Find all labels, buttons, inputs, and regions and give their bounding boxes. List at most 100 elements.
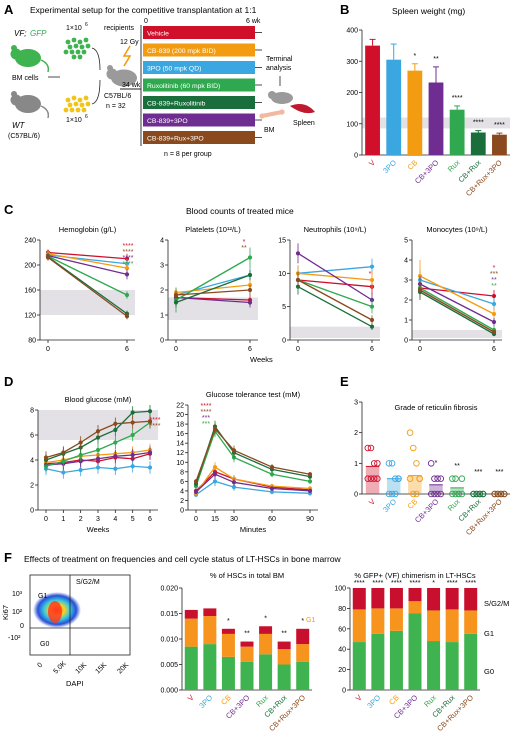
treatment-label-vehicle: Vehicle	[147, 31, 169, 38]
chimerism-sig-cb-rux-3po: ****	[465, 580, 476, 587]
treatment-label-cb-839-ruxolitinib: CB-839+Ruxolitinib	[147, 101, 206, 108]
recipients-label: recipients	[104, 25, 134, 32]
blood-x-tick-label: 3	[96, 516, 100, 523]
monocytes-title: Monocytes (10⁹/L)	[426, 225, 488, 234]
hsc-segment-g0-cb-rux-3po	[296, 661, 310, 690]
chimerism-segment-g1-cb-rux-3po	[464, 610, 478, 634]
hsc-segment-g0-3po	[203, 644, 217, 690]
monocytes-series-3po	[419, 279, 495, 305]
neutrophils-series-cb-rux-3po	[297, 279, 373, 321]
fibrosis-xlabel-v: V	[367, 497, 377, 507]
hsc-segment-g1-cb-rux	[277, 649, 291, 665]
monocytes-series-cb-rux-3po	[419, 289, 495, 333]
fibrosis-point-cb-rux	[470, 490, 477, 498]
hsc-xlabel-3po: 3PO	[197, 693, 214, 710]
monocytes-series-rux	[419, 287, 495, 331]
flow-ylabel: Ki67	[1, 605, 10, 620]
hsc-segment-s-g2-m-rux	[259, 626, 273, 634]
platelets-normal-range	[168, 297, 258, 320]
chimerism-sig-cb-3po: ****	[410, 580, 421, 587]
hemoglobin-series-cb-3po	[47, 254, 128, 276]
dose-top: 1×10	[66, 25, 82, 32]
chimerism-y-tick-label: 20	[338, 667, 346, 674]
glucose-point-rux	[269, 472, 275, 477]
fibrosis-title: Grade of reticulin fibrosis	[395, 403, 478, 412]
dose-bottom-exp: 6	[85, 114, 88, 120]
fibrosis-point-v	[367, 475, 375, 482]
neutrophils-y-tick-label: 0	[282, 338, 286, 345]
neutrophils-x-tick-label: 6	[370, 346, 374, 353]
chimerism-sig-rux: *	[432, 580, 435, 587]
fibrosis-point-3po	[392, 490, 399, 498]
flow-ytick-1: 10³	[12, 591, 23, 598]
fibrosis-xlabel-3po: 3PO	[381, 497, 398, 514]
hsc-segment-s-g2-m-v	[184, 609, 198, 619]
monocytes-series-cb	[419, 275, 495, 315]
hemoglobin-y-tick-label: 240	[24, 238, 36, 245]
hemoglobin-point-rux	[124, 292, 130, 298]
blood-y-tick-label: 0	[30, 508, 34, 515]
fibrosis-mean-bar-v	[365, 466, 380, 494]
glucose-y-tick-label: 2	[180, 498, 184, 505]
hemoglobin-x-tick-label: 0	[46, 346, 50, 353]
glucose-y-tick-label: 20	[176, 412, 184, 419]
neutrophils-point-cb	[369, 277, 375, 283]
monocytes-series-cb-3po	[419, 283, 495, 323]
fibrosis-point-cb-3po	[431, 475, 438, 482]
treatment-bar-ruxolitinib-60-mpk-bid	[143, 78, 255, 92]
treatment-label-cb-839-rux-3po: CB-839+Rux+3PO	[147, 136, 204, 143]
fibrosis-sig-rux: **	[454, 463, 460, 470]
hemoglobin-sig: ****	[123, 255, 134, 262]
panel-e-letter: E	[340, 374, 349, 389]
hsc-sig-cb: *	[227, 618, 230, 625]
hsc-segment-s-g2-m-cb-rux-3po	[296, 628, 310, 645]
blood-point-cb-rux-3po	[43, 455, 49, 460]
flow-xlabel: DAPI	[66, 679, 84, 688]
hsc-xlabel-v: V	[186, 693, 196, 703]
chimerism-sig-3po: ****	[372, 580, 383, 587]
hsc-segment-s-g2-m-cb-rux	[277, 641, 291, 650]
glucose-sig: ***	[202, 415, 210, 422]
chimerism-segment-s-g2-m-3po	[371, 588, 385, 609]
hemoglobin-y-tick-label: 160	[24, 288, 36, 295]
chimerism-xlabel-3po: 3PO	[365, 693, 382, 710]
treatment-label-ruxolitinib-60-mpk-bid: Ruxolitinib (60 mpk BID)	[147, 83, 220, 90]
neutrophils-series-v	[297, 279, 373, 288]
neutrophils-series-cb-rux	[297, 286, 373, 328]
neutrophils-y-tick-label: 15	[278, 238, 286, 245]
fibrosis-point-cb	[413, 490, 420, 498]
blood-sig: ****	[150, 417, 161, 424]
hemoglobin-series-rux	[47, 255, 128, 296]
monocytes-sig: *	[493, 265, 496, 272]
irradiation-label: 12 Gy	[120, 39, 139, 46]
platelets-point-cb-rux	[247, 272, 253, 278]
panel-f: F Effects of treatment on frequencies an…	[1, 550, 509, 733]
platelets-sig: **	[241, 245, 247, 252]
glucose-x-tick-label: 90	[306, 516, 314, 523]
gate-lines	[30, 575, 130, 655]
glucose-point-cb-3po	[307, 488, 313, 494]
spleen-bar-cb-rux-3po	[492, 134, 507, 155]
blood-point-cb-3po	[113, 454, 118, 459]
bone-icon	[259, 109, 285, 119]
blood-point-3po	[78, 467, 83, 473]
monocytes-y-tick-label: 3	[404, 278, 408, 285]
blood-x-tick-label: 2	[79, 516, 83, 523]
hsc-y-tick-label: 0.020	[160, 586, 178, 593]
monocytes-point-cb-3po	[491, 319, 497, 325]
fibrosis-point-cb-3po	[434, 475, 441, 482]
hsc-title: % of HSCs in total BM	[210, 571, 284, 580]
fibrosis-point-v	[370, 475, 378, 482]
neutrophils-point-cb-rux	[369, 324, 375, 329]
glucose-y-tick-label: 22	[176, 403, 184, 410]
treatment-bar-cb-839-rux-3po	[143, 131, 255, 144]
flow-xtick-5: 20K	[116, 661, 130, 675]
platelets-series-cb-rux-3po	[175, 289, 251, 296]
spleen-xlabel-v: V	[367, 158, 377, 168]
fibrosis-point-cb-rux-3po	[500, 490, 508, 498]
panel-c: C Blood counts of treated mice Hemoglobi…	[4, 202, 502, 364]
flow-ytick-4: -10²	[8, 635, 21, 642]
fibrosis-point-rux	[458, 475, 466, 482]
chimerism-sig-cb: ****	[391, 580, 402, 587]
